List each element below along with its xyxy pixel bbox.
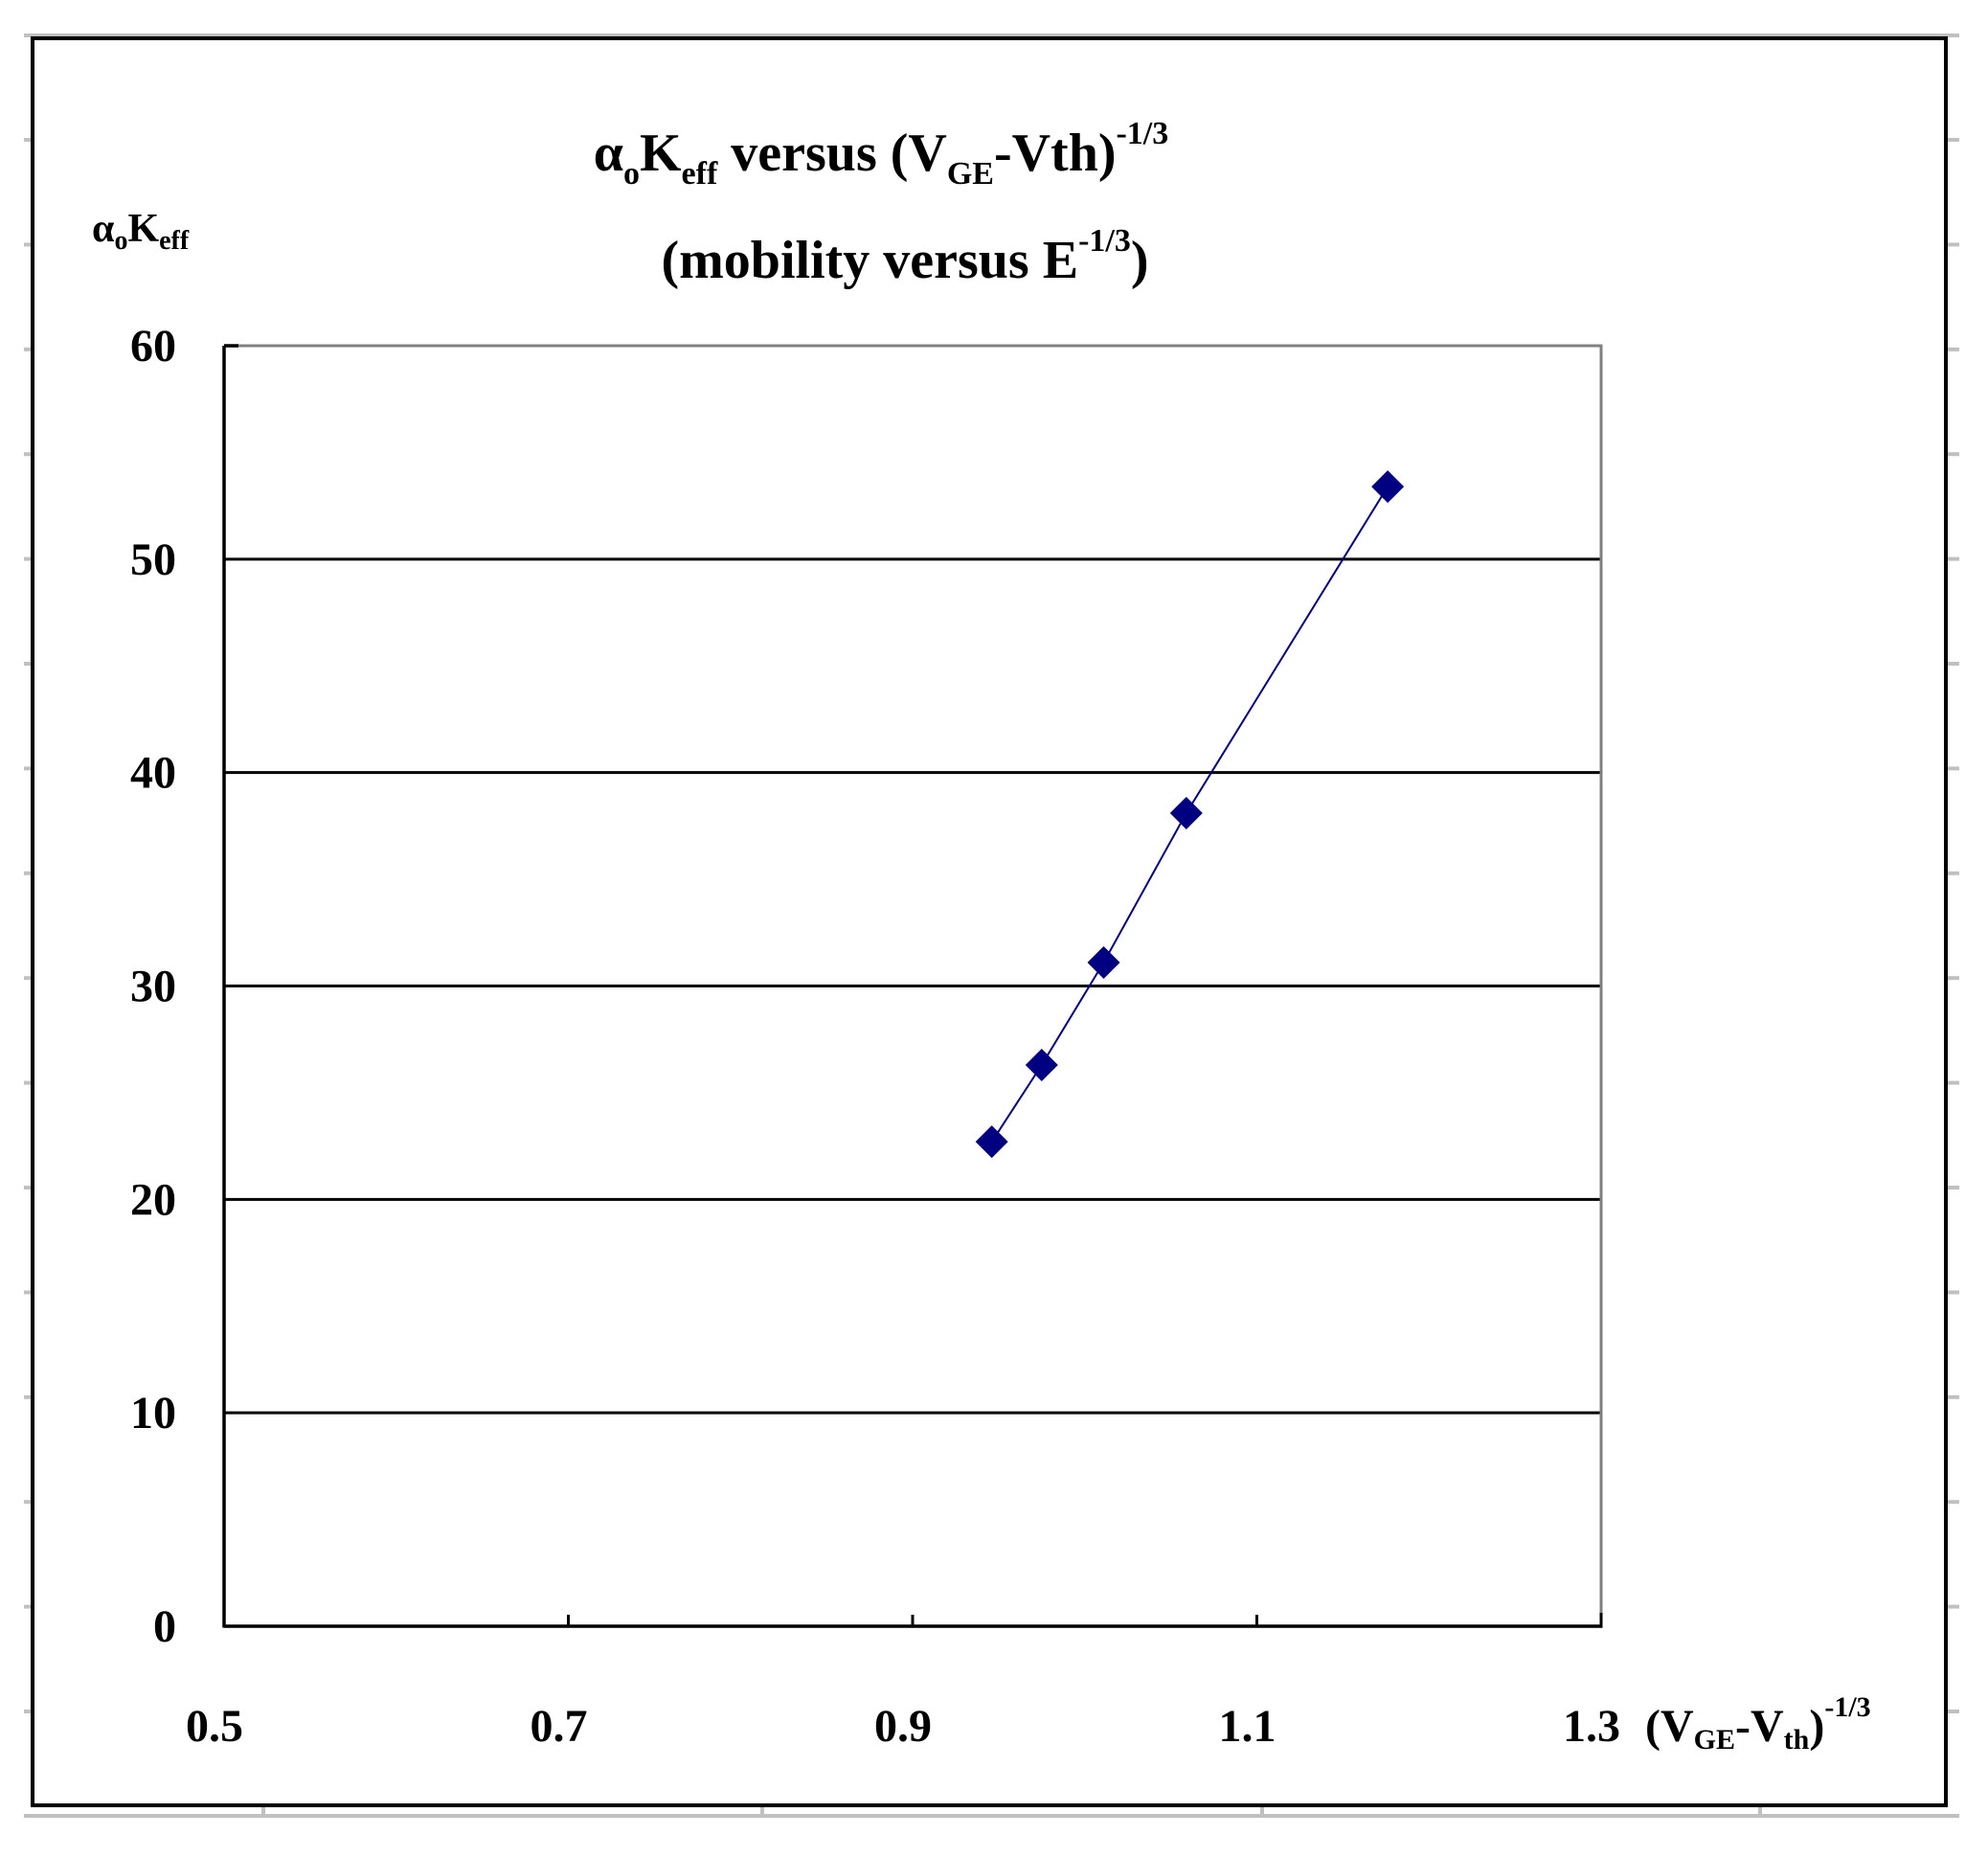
y-axis-label: αoKeff <box>92 207 190 256</box>
title-alpha: α <box>594 124 623 183</box>
plot-border <box>224 344 1603 1626</box>
ylabel-alpha: α <box>92 207 115 251</box>
chart-title: αoKeff versus (VGE-Vth)-1/3 <box>594 116 1169 192</box>
data-point-marker <box>975 1125 1008 1159</box>
x-tick-label: 1.1 <box>1219 1701 1276 1752</box>
data-point-marker <box>1169 797 1203 830</box>
xlabel-close: ) <box>1809 1701 1824 1752</box>
plot-area: 0 10 20 30 40 50 60 0.5 0.7 0.9 1.1 1.3 <box>130 321 1620 1752</box>
ylabel-k: K <box>127 207 159 251</box>
x-tick-label: 0.5 <box>186 1701 243 1752</box>
title-exp: -1/3 <box>1116 116 1168 151</box>
title-alpha-sub: o <box>623 156 640 192</box>
subtitle-close: ) <box>1131 231 1149 290</box>
x-tick-label: 0.7 <box>531 1701 588 1752</box>
ylabel-k-sub: eff <box>159 226 190 256</box>
xlabel-v2-sub: th <box>1784 1724 1810 1756</box>
x-tick-label: 1.3 <box>1563 1701 1620 1752</box>
subtitle-main: (mobility versus E <box>662 231 1079 290</box>
x-axis-label: (VGE-Vth)-1/3 <box>1645 1691 1871 1756</box>
y-tick-label: 60 <box>130 321 176 372</box>
xlabel-exp: -1/3 <box>1824 1691 1870 1723</box>
xlabel-open: (V <box>1645 1701 1694 1752</box>
data-point-marker <box>1087 945 1120 979</box>
data-point-marker <box>1371 470 1405 504</box>
xlabel-mid: -V <box>1735 1701 1784 1752</box>
title-k-sub: eff <box>682 156 718 192</box>
y-tick-label: 20 <box>130 1174 176 1225</box>
ylabel-alpha-sub: o <box>114 226 127 256</box>
chart-subtitle: (mobility versus E-1/3) <box>662 223 1149 290</box>
title-versus: versus (V <box>717 124 947 183</box>
y-tick-label: 30 <box>130 962 176 1012</box>
title-tail: -Vth) <box>994 124 1117 183</box>
title-k: K <box>640 124 682 183</box>
subtitle-exp: -1/3 <box>1078 223 1131 259</box>
xlabel-v-sub: GE <box>1694 1724 1735 1756</box>
x-tick-label: 0.9 <box>874 1701 932 1752</box>
y-tick-label: 10 <box>130 1388 176 1439</box>
y-tick-label: 50 <box>130 534 176 585</box>
y-tick-label: 40 <box>130 748 176 799</box>
y-tick-label: 0 <box>153 1601 176 1652</box>
title-v-sub: GE <box>947 156 994 192</box>
data-point-marker <box>1025 1048 1058 1081</box>
